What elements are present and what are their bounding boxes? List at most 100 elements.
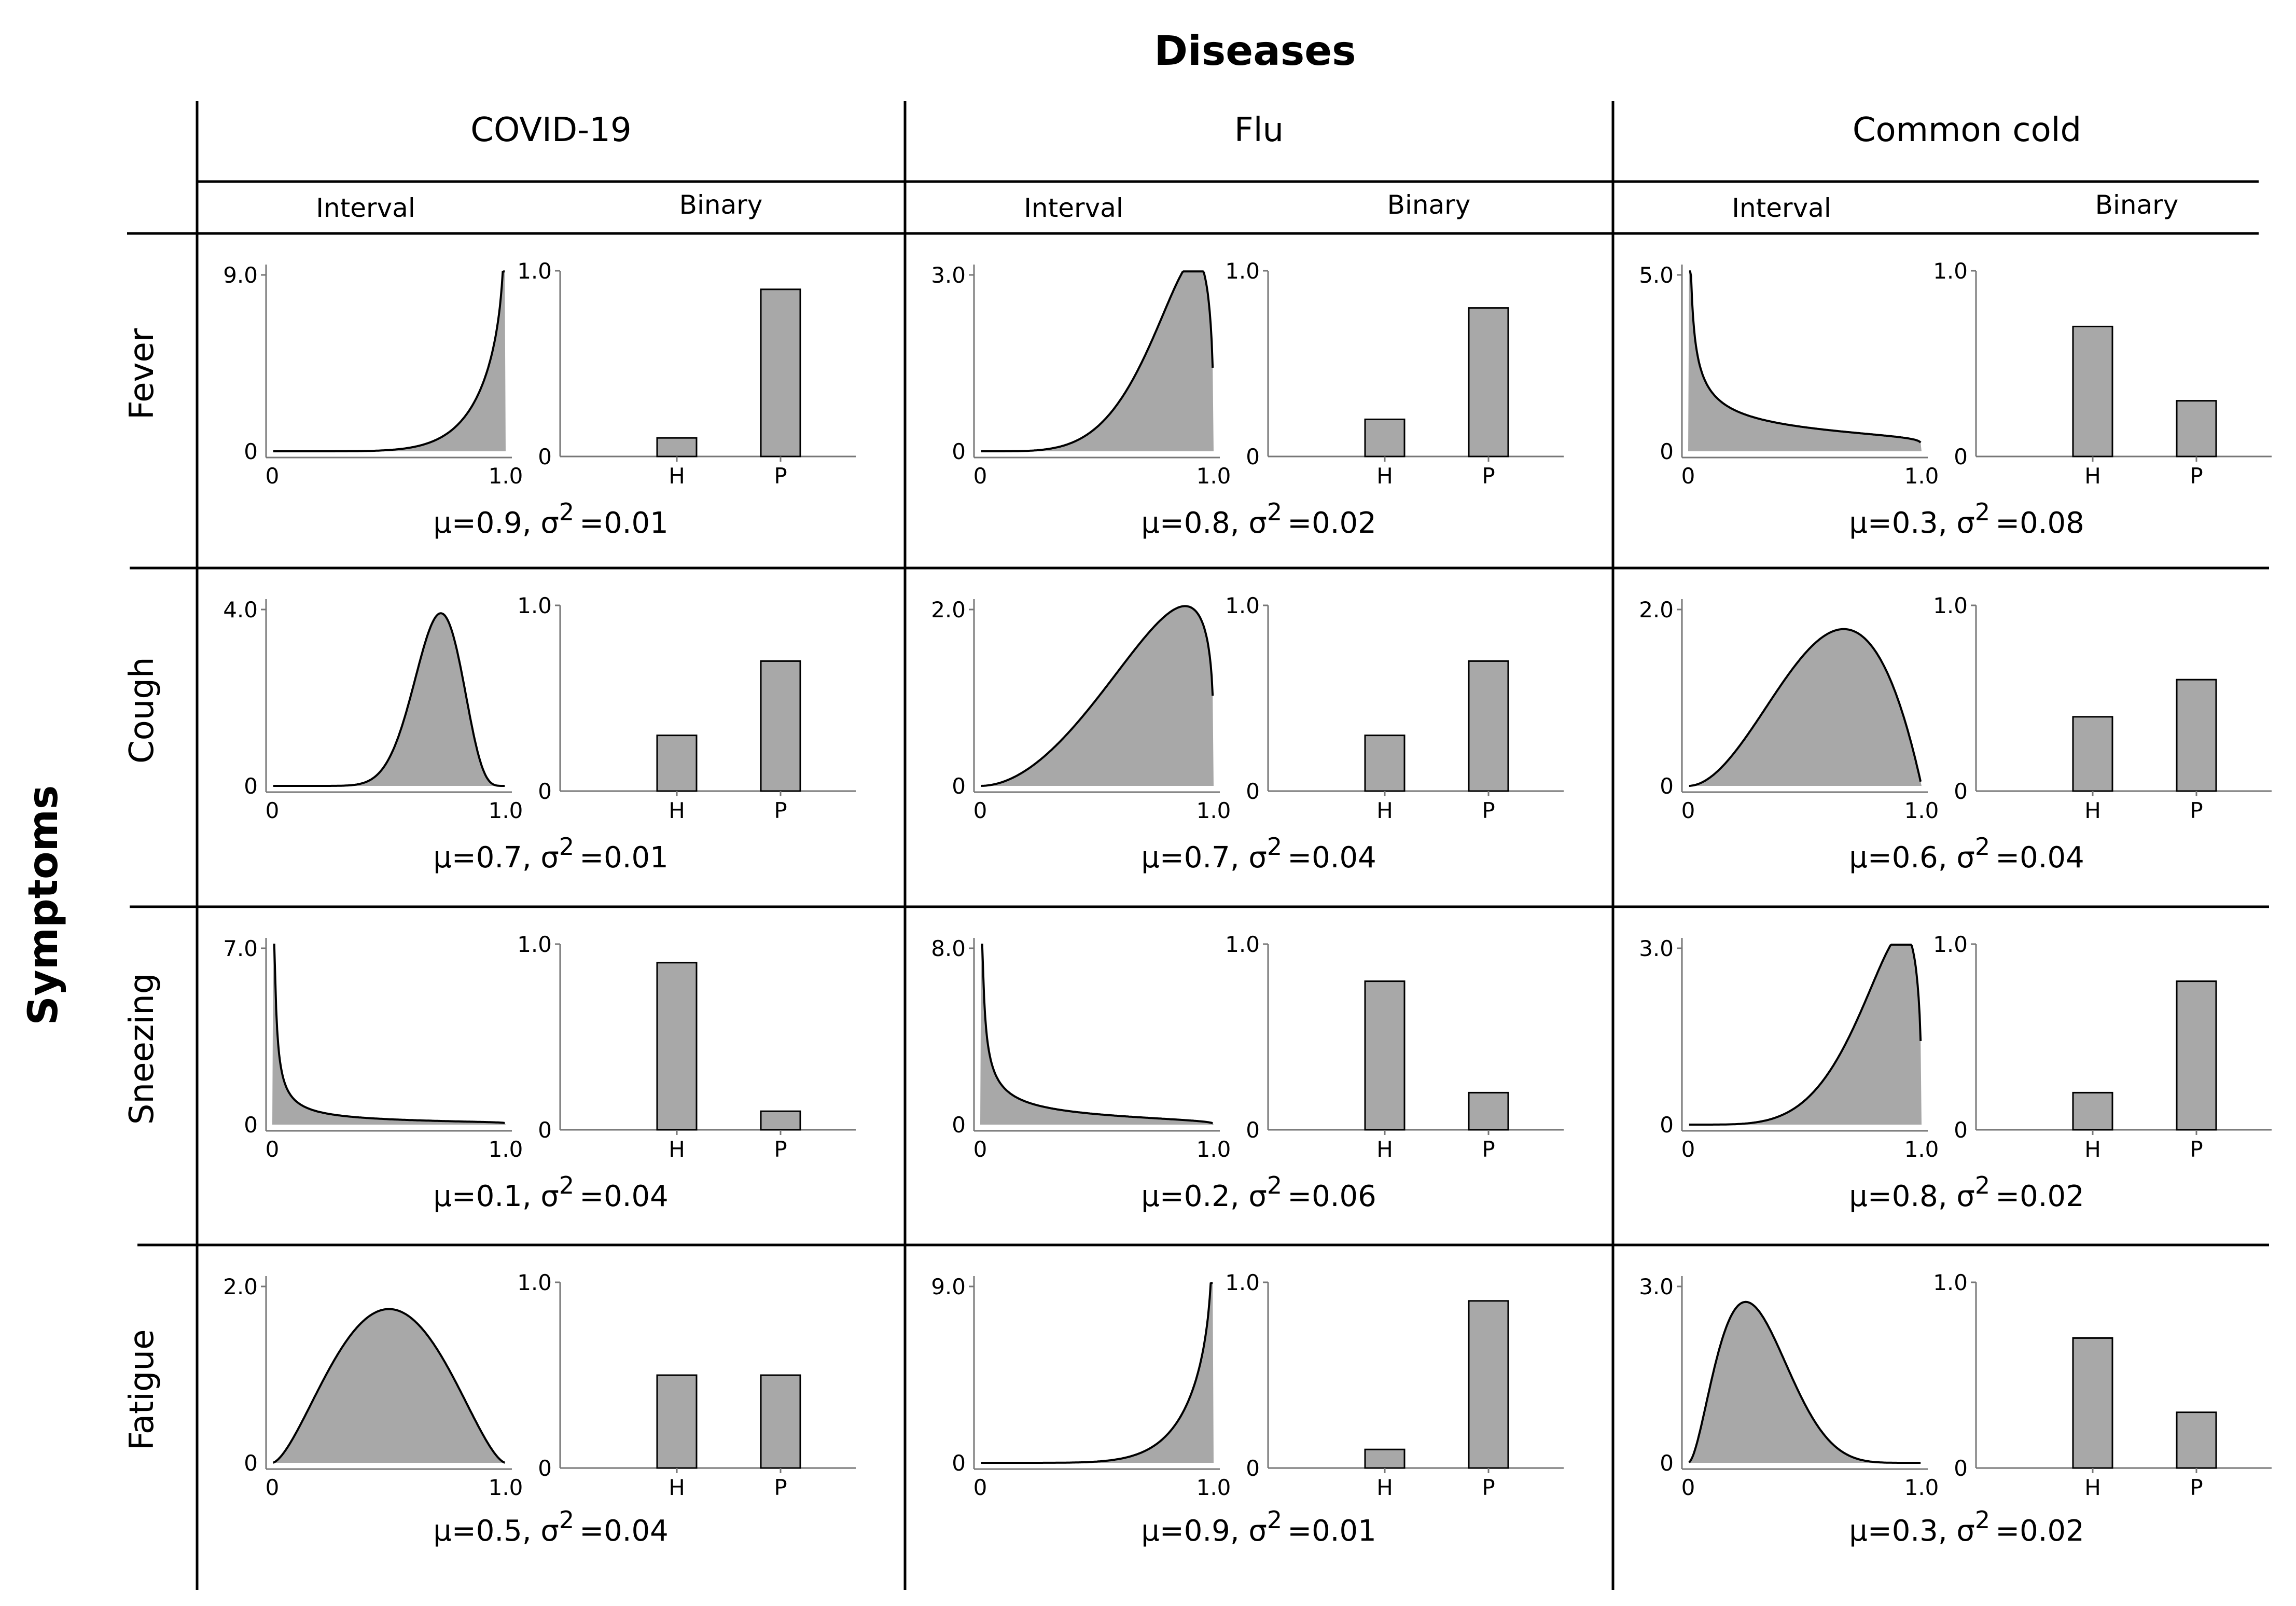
stat-caption: μ=0.7, σ2 =0.01 bbox=[433, 833, 669, 875]
interval-xtick-label-one: 1.0 bbox=[1904, 1137, 1939, 1162]
header-layer: COVID-19 Interval Binary Flu Interval Binary C… bbox=[123, 111, 2178, 1450]
interval-xtick-label-zero: 0 bbox=[1681, 1137, 1695, 1162]
interval-ytick-label-zero: 0 bbox=[952, 1112, 966, 1138]
cell-sneezing-common-cold: 3.000 1.01.00H Pμ=0.8, σ2 =0.02 bbox=[1639, 932, 2272, 1213]
binary-bar-p bbox=[1468, 1091, 1509, 1131]
binary-bar-p bbox=[2176, 980, 2217, 1131]
interval-ytick-label-zero: 0 bbox=[952, 439, 966, 464]
interval-ytick-label-zero: 0 bbox=[244, 1112, 258, 1138]
binary-bar-h bbox=[2072, 1337, 2113, 1469]
stat-variance: =0.04 bbox=[1995, 841, 2084, 875]
subheader-interval: Interval bbox=[316, 193, 415, 223]
interval-density-curve bbox=[981, 944, 1213, 1125]
binary-ytick-label-zero: 0 bbox=[1246, 779, 1260, 804]
binary-bar-p bbox=[760, 288, 801, 458]
interval-density-area bbox=[1688, 629, 1922, 786]
binary-ytick-label-one: 1.0 bbox=[1933, 258, 1968, 284]
interval-xtick-label-one: 1.0 bbox=[1904, 798, 1939, 823]
interval-ytick-label-zero: 0 bbox=[952, 1450, 966, 1476]
binary-xtick-label-h: H bbox=[1376, 463, 1393, 489]
interval-density-curve bbox=[1689, 628, 1922, 787]
binary-xtick-label-p: P bbox=[2190, 463, 2203, 489]
symptom-label-fever: Fever bbox=[123, 328, 161, 420]
binary-xtick-label-p: P bbox=[1482, 463, 1495, 489]
stat-mu-sigma: μ=0.3, σ bbox=[1849, 506, 1975, 540]
interval-ytick-label-zero: 0 bbox=[244, 439, 258, 464]
interval-xtick-label-zero: 0 bbox=[973, 798, 987, 823]
interval-density-area bbox=[272, 271, 506, 451]
subheader-binary: Binary bbox=[679, 190, 763, 220]
interval-density-area bbox=[980, 606, 1214, 786]
table-grid bbox=[127, 101, 2269, 1590]
cell-cough-common-cold: 2.000 1.01.00H Pμ=0.6, σ2 =0.04 bbox=[1639, 593, 2272, 875]
stat-superscript: 2 bbox=[1267, 1506, 1282, 1534]
interval-xtick-label-one: 1.0 bbox=[1196, 463, 1231, 489]
stat-superscript: 2 bbox=[559, 1171, 574, 1199]
subheader-binary: Binary bbox=[2095, 190, 2179, 220]
subheader-binary: Binary bbox=[1387, 190, 1471, 220]
stat-superscript: 2 bbox=[559, 1506, 574, 1534]
binary-ytick-label-one: 1.0 bbox=[1933, 932, 1968, 957]
interval-density-curve bbox=[273, 612, 505, 787]
symptom-label-sneezing: Sneezing bbox=[123, 973, 161, 1125]
binary-xtick-label-p: P bbox=[2190, 1137, 2203, 1162]
interval-xtick-label-one: 1.0 bbox=[1196, 798, 1231, 823]
interval-xtick-label-one: 1.0 bbox=[489, 798, 523, 823]
interval-xtick-label-one: 1.0 bbox=[1196, 1475, 1231, 1500]
binary-ytick-label-zero: 0 bbox=[538, 1456, 552, 1481]
interval-density-curve bbox=[981, 270, 1214, 452]
stat-caption: μ=0.3, σ2 =0.08 bbox=[1849, 498, 2084, 540]
interval-ytick-label-max: 5.0 bbox=[1639, 262, 1674, 288]
interval-ytick-label-max: 2.0 bbox=[931, 597, 966, 622]
binary-bar-p bbox=[760, 1110, 801, 1131]
cell-cough-covid-19: 4.000 1.01.00H Pμ=0.7, σ2 =0.01 bbox=[223, 593, 856, 875]
binary-xtick-label-p: P bbox=[2190, 1475, 2203, 1500]
interval-density-curve bbox=[981, 605, 1214, 787]
stat-mu-sigma: μ=0.7, σ bbox=[1141, 841, 1267, 875]
interval-density-curve bbox=[273, 270, 505, 452]
interval-xtick-label-one: 1.0 bbox=[489, 463, 523, 489]
interval-xtick-label-zero: 0 bbox=[266, 1475, 280, 1500]
interval-density-area bbox=[272, 613, 506, 786]
cell-fever-covid-19: 9.000 1.01.00H Pμ=0.9, σ2 =0.01 bbox=[223, 258, 856, 540]
binary-bar-h bbox=[656, 437, 698, 458]
interval-xtick-label-one: 1.0 bbox=[1196, 1137, 1231, 1162]
interval-ytick-label-zero: 0 bbox=[244, 1450, 258, 1476]
interval-xtick-label-one: 1.0 bbox=[1904, 1475, 1939, 1500]
interval-density-area bbox=[1688, 1302, 1922, 1463]
interval-ytick-label-max: 3.0 bbox=[1639, 1274, 1674, 1299]
binary-xtick-label-h: H bbox=[669, 1137, 685, 1162]
stat-mu-sigma: μ=0.1, σ bbox=[433, 1180, 559, 1213]
binary-xtick-label-p: P bbox=[1482, 1137, 1495, 1162]
stat-caption: μ=0.9, σ2 =0.01 bbox=[1141, 1506, 1376, 1548]
cell-cough-flu: 2.000 1.01.00H Pμ=0.7, σ2 =0.04 bbox=[931, 593, 1564, 875]
binary-xtick-label-p: P bbox=[774, 798, 787, 823]
binary-ytick-label-one: 1.0 bbox=[1225, 593, 1260, 618]
interval-density-curve bbox=[1689, 270, 1922, 444]
interval-xtick-label-zero: 0 bbox=[973, 1475, 987, 1500]
stat-superscript: 2 bbox=[1975, 1171, 1990, 1199]
stat-caption: μ=0.6, σ2 =0.04 bbox=[1849, 833, 2084, 875]
binary-bar-p bbox=[1468, 1300, 1509, 1469]
interval-xtick-label-zero: 0 bbox=[266, 798, 280, 823]
interval-ytick-label-max: 4.0 bbox=[223, 597, 258, 622]
binary-xtick-label-h: H bbox=[2084, 798, 2101, 823]
interval-ytick-label-max: 3.0 bbox=[931, 262, 966, 288]
figure-title: Diseases bbox=[1154, 28, 1356, 75]
cell-fatigue-flu: 9.000 1.01.00H Pμ=0.9, σ2 =0.01 bbox=[931, 1270, 1564, 1548]
stat-superscript: 2 bbox=[559, 498, 574, 526]
interval-density-area bbox=[272, 945, 506, 1125]
subheader-interval: Interval bbox=[1732, 193, 1831, 223]
interval-xtick-label-zero: 0 bbox=[1681, 798, 1695, 823]
binary-xtick-label-h: H bbox=[1376, 798, 1393, 823]
stat-caption: μ=0.3, σ2 =0.02 bbox=[1849, 1506, 2084, 1548]
binary-ytick-label-zero: 0 bbox=[1246, 1456, 1260, 1481]
binary-xtick-label-p: P bbox=[2190, 798, 2203, 823]
interval-xtick-label-zero: 0 bbox=[1681, 463, 1695, 489]
binary-bar-h bbox=[656, 962, 698, 1131]
binary-ytick-label-one: 1.0 bbox=[1225, 1270, 1260, 1295]
cell-fatigue-covid-19: 2.000 1.01.00H Pμ=0.5, σ2 =0.04 bbox=[223, 1270, 856, 1548]
stat-mu-sigma: μ=0.2, σ bbox=[1141, 1180, 1267, 1213]
stat-variance: =0.04 bbox=[579, 1180, 669, 1213]
binary-bar-h bbox=[1364, 735, 1406, 792]
